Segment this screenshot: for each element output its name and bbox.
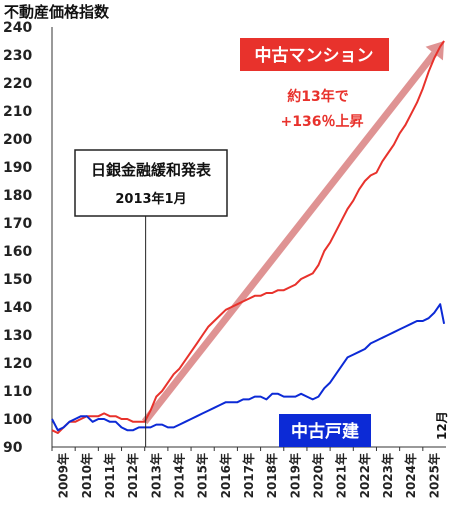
mansion-label-box (240, 38, 389, 71)
x-tick-label: 2024年 (403, 453, 418, 498)
x-tick-label: 2023年 (380, 453, 395, 498)
x-tick-label: 2016年 (218, 453, 233, 498)
event-annotation-box (74, 149, 228, 217)
growth-line-2: +136％上昇 (281, 114, 364, 130)
y-tick-label: 160 (3, 244, 32, 260)
x-tick-labels: 2009年 2010年 2011年 2012年 2013年 2014年 2015年 2016年… (51, 447, 441, 498)
x-tick-label: 2014年 (171, 453, 186, 498)
chart-title: 不動産価格指数 (4, 3, 110, 21)
y-tick-label: 240 (3, 20, 32, 36)
x-tick-label: 2010年 (79, 453, 94, 498)
x-tick-label: 2025年 (426, 453, 441, 498)
series-line-mansion (51, 40, 445, 434)
y-tick-label: 110 (3, 384, 32, 400)
event-title: 日銀金融緩和発表 (91, 161, 212, 179)
house-label-box (279, 414, 371, 447)
x-tick-label: 2012年 (125, 453, 140, 498)
y-tick-label: 90 (3, 440, 23, 456)
series-line-house (51, 303, 446, 432)
x-tick-label: 2017年 (241, 453, 256, 498)
house-label: 中古戸建 (291, 421, 359, 442)
x-tick-label: 2022年 (357, 453, 372, 498)
y-tick-label: 190 (3, 160, 32, 176)
axes (51, 27, 446, 448)
trend-arrow (141, 51, 438, 424)
x-tick-label: 2009年 (56, 453, 71, 498)
y-tick-label: 100 (3, 412, 32, 428)
mansion-label: 中古マンション (255, 45, 374, 66)
end-month-label: 12月 (435, 411, 449, 440)
y-tick-label: 170 (3, 216, 32, 232)
x-tick-label: 2011年 (102, 453, 117, 498)
y-tick-label: 230 (3, 48, 32, 64)
x-tick-label: 2013年 (148, 453, 163, 498)
x-tick-label: 2015年 (195, 453, 210, 498)
y-tick-label: 220 (3, 76, 32, 92)
y-tick-label: 180 (3, 188, 32, 204)
y-tick-labels: 90 100 110 120 130 140 150 160 170 180 190 200 210 22… (3, 20, 32, 456)
y-tick-label: 150 (3, 272, 32, 288)
y-tick-label: 140 (3, 300, 32, 316)
x-tick-label: 2020年 (311, 453, 326, 498)
growth-line-1: 約13年で (287, 88, 348, 105)
x-tick-label: 2018年 (264, 453, 279, 498)
x-tick-label: 2021年 (334, 453, 349, 498)
series-lines (51, 40, 446, 434)
y-tick-label: 130 (3, 328, 32, 344)
event-date: 2013年1月 (115, 191, 186, 207)
x-tick-label: 2019年 (287, 453, 302, 498)
y-tick-label: 210 (3, 104, 32, 120)
y-tick-label: 200 (3, 132, 32, 148)
y-tick-label: 120 (3, 356, 32, 372)
